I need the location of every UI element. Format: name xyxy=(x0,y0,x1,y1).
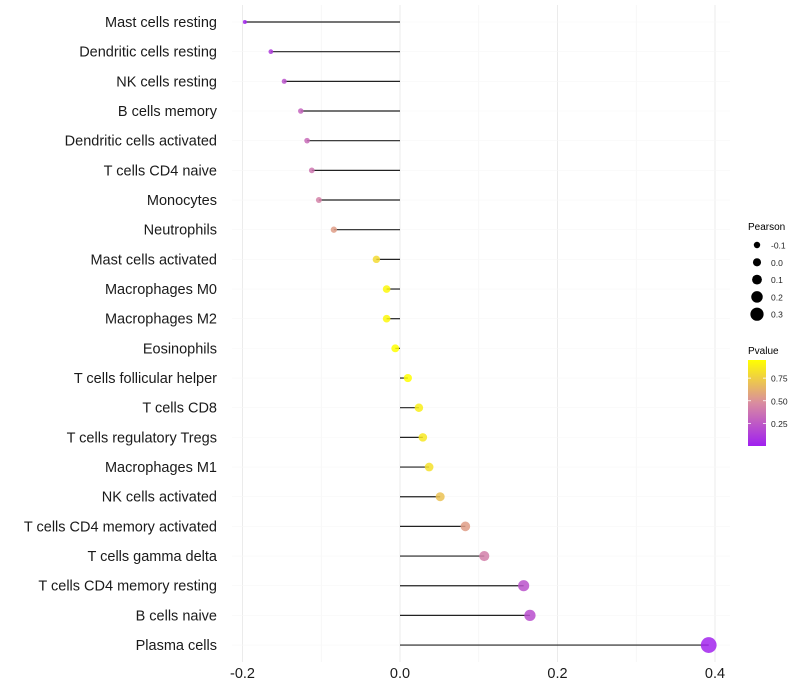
size-legend-dot xyxy=(751,291,763,303)
lollipop-dot xyxy=(700,637,717,653)
category-label: Monocytes xyxy=(147,193,217,209)
category-label: Eosinophils xyxy=(143,341,217,357)
category-label: NK cells activated xyxy=(102,490,217,506)
x-tick-label: 0.4 xyxy=(705,666,725,682)
lollipop-dot xyxy=(524,609,536,622)
x-tick-label: 0.0 xyxy=(390,666,410,682)
lollipop-dot xyxy=(382,314,391,323)
lollipop-dot xyxy=(479,550,490,562)
category-label: T cells gamma delta xyxy=(88,549,218,565)
lollipop-dot xyxy=(330,226,338,233)
lollipop-dot xyxy=(414,403,424,412)
color-legend-bar xyxy=(748,360,766,446)
lollipop-dot xyxy=(298,108,304,114)
category-label: T cells follicular helper xyxy=(74,371,217,387)
lollipop-dot xyxy=(424,462,434,472)
lollipop-dot xyxy=(372,255,381,264)
color-legend-label: 0.50 xyxy=(771,396,788,406)
size-legend-dot xyxy=(753,241,761,249)
lollipop-dot xyxy=(460,521,471,532)
category-label: Macrophages M0 xyxy=(105,282,217,298)
lollipop-dot xyxy=(382,285,391,293)
color-legend-label: 0.25 xyxy=(771,419,788,429)
size-legend-label: 0.0 xyxy=(771,258,783,268)
x-tick-label: 0.2 xyxy=(547,666,567,682)
lollipop-dot xyxy=(435,492,445,502)
category-label: Dendritic cells activated xyxy=(65,134,217,150)
size-legend-label: 0.3 xyxy=(771,310,783,320)
category-label: T cells CD4 memory activated xyxy=(24,519,217,535)
lollipop-dot xyxy=(391,344,400,353)
lollipop-dot xyxy=(315,197,322,203)
category-label: Mast cells activated xyxy=(90,252,217,268)
color-legend-title: Pvalue xyxy=(748,346,779,357)
category-label: Macrophages M1 xyxy=(105,460,217,476)
category-label: Neutrophils xyxy=(144,223,217,239)
size-legend-label: 0.2 xyxy=(771,292,783,302)
x-tick-label: -0.2 xyxy=(230,666,255,682)
size-legend-label: -0.1 xyxy=(771,241,786,251)
lollipop-dot xyxy=(242,19,247,25)
category-label: T cells regulatory Tregs xyxy=(67,430,217,446)
lollipop-dot xyxy=(268,49,274,55)
category-label: T cells CD8 xyxy=(142,401,217,417)
lollipop-dot xyxy=(518,580,530,592)
category-label: Plasma cells xyxy=(136,638,217,654)
size-legend-dot xyxy=(752,274,762,285)
category-label: B cells memory xyxy=(118,104,218,120)
size-legend-label: 0.1 xyxy=(771,275,783,285)
category-label: T cells CD4 naive xyxy=(104,163,217,179)
size-legend-title: Pearson xyxy=(748,222,785,233)
category-label: Macrophages M2 xyxy=(105,312,217,328)
category-label: B cells naive xyxy=(136,608,217,624)
category-label: Dendritic cells resting xyxy=(79,45,217,61)
color-legend-label: 0.75 xyxy=(771,374,788,384)
lollipop-dot xyxy=(304,137,310,144)
lollipop-dot xyxy=(403,373,412,383)
lollipop-dot xyxy=(281,78,287,84)
size-legend-dot xyxy=(750,307,764,321)
category-label: Mast cells resting xyxy=(105,15,217,31)
size-legend-dot xyxy=(752,258,762,267)
category-label: NK cells resting xyxy=(116,74,217,90)
category-label: T cells CD4 memory resting xyxy=(38,579,217,595)
lollipop-dot xyxy=(308,167,315,174)
lollipop-dot xyxy=(418,433,428,442)
